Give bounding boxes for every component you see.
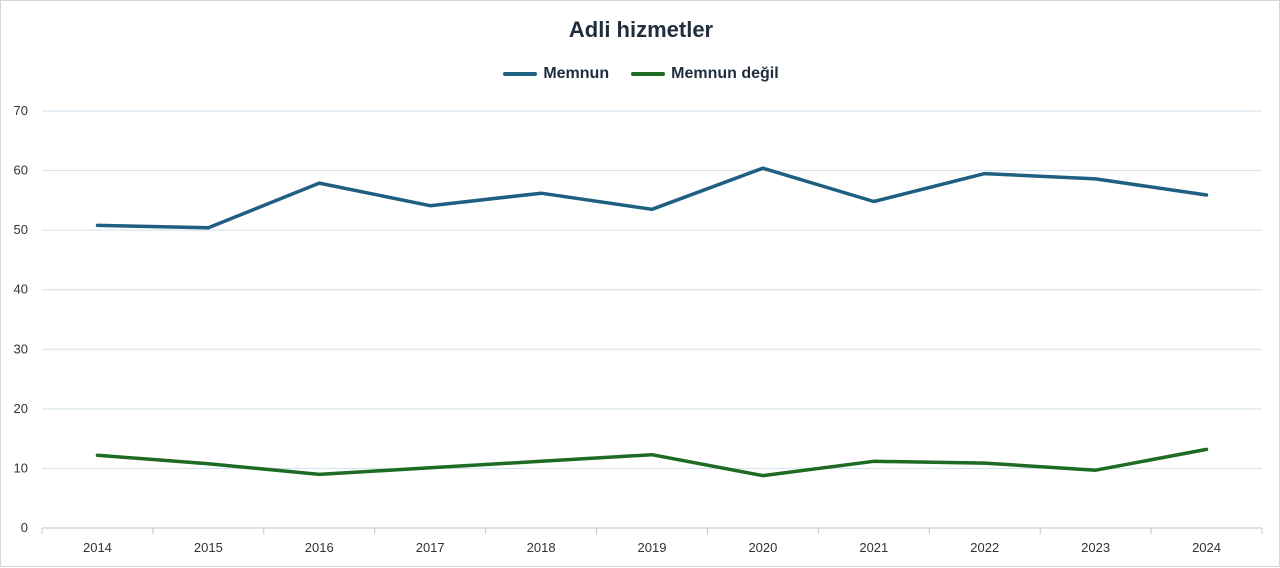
x-tick-label-2024: 2024 — [1192, 540, 1221, 555]
x-tick-label-2014: 2014 — [83, 540, 112, 555]
y-tick-label-10: 10 — [14, 460, 28, 475]
x-tick-label-2020: 2020 — [748, 540, 777, 555]
x-tick-label-2022: 2022 — [970, 540, 999, 555]
y-tick-label-0: 0 — [21, 520, 28, 535]
x-tick-label-2016: 2016 — [305, 540, 334, 555]
x-tick-label-2017: 2017 — [416, 540, 445, 555]
x-tick-label-2023: 2023 — [1081, 540, 1110, 555]
x-tick-label-2021: 2021 — [859, 540, 888, 555]
x-tick-label-2015: 2015 — [194, 540, 223, 555]
y-tick-label-70: 70 — [14, 103, 28, 118]
y-tick-label-20: 20 — [14, 401, 28, 416]
series-line-1 — [98, 449, 1207, 475]
x-tick-label-2018: 2018 — [527, 540, 556, 555]
x-tick-label-2019: 2019 — [638, 540, 667, 555]
y-tick-label-50: 50 — [14, 222, 28, 237]
series-line-0 — [98, 168, 1207, 228]
y-tick-label-40: 40 — [14, 282, 28, 297]
y-tick-label-60: 60 — [14, 163, 28, 178]
y-tick-label-30: 30 — [14, 341, 28, 356]
